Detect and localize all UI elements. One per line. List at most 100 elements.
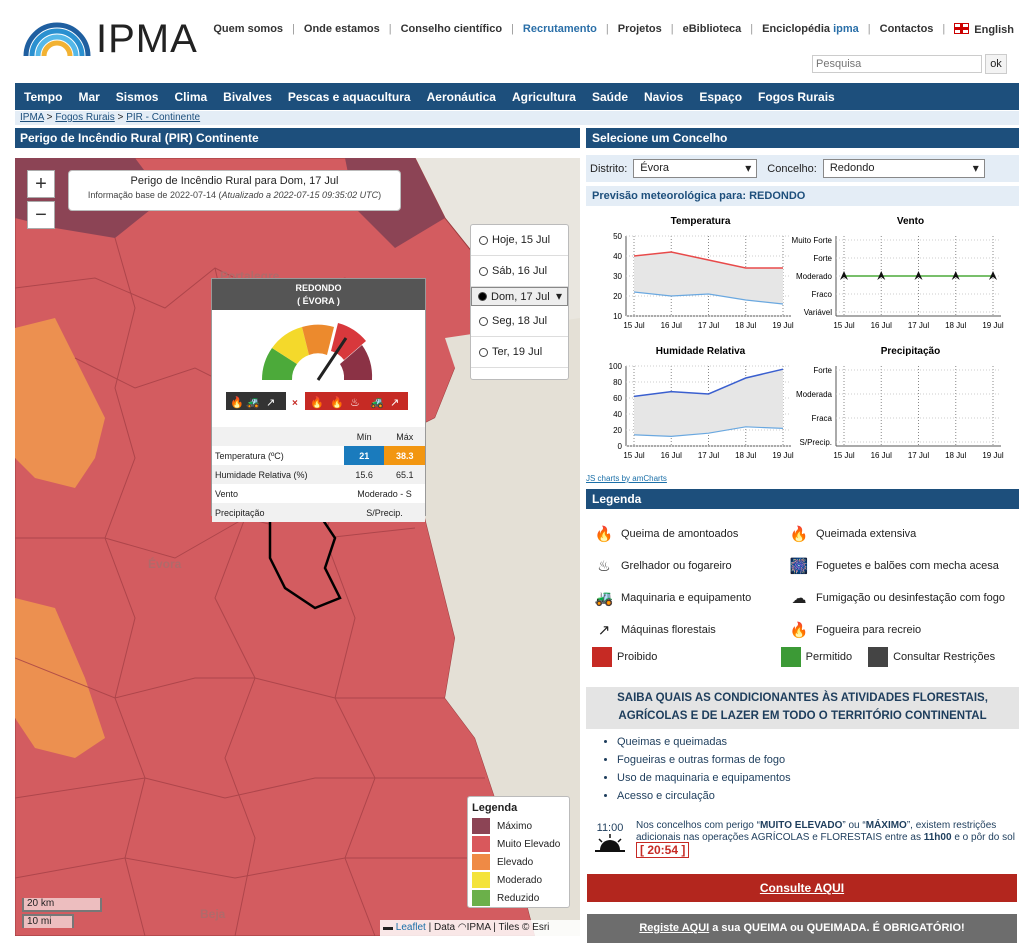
y-tick-label: 50 (613, 232, 622, 241)
y-tick-label: 80 (613, 378, 622, 387)
radio-icon[interactable] (479, 235, 488, 245)
y-tick-label: 0 (618, 442, 623, 451)
x-tick-label: 17 Jul (698, 321, 720, 330)
map-attribution: ▬ Leaflet | Data ◠IPMA | Tiles © Esri (380, 920, 580, 936)
activity-label: Queimada extensiva (816, 528, 917, 540)
legend-activity: 🔥 Fogueira para recreio (787, 614, 1017, 646)
x-tick-label: 16 Jul (871, 451, 893, 460)
fire-pile-icon: 🔥 (594, 526, 614, 543)
legend-label: Elevado (497, 856, 534, 868)
nav-mar[interactable]: Mar (78, 89, 100, 104)
nav-fogos-rurais[interactable]: Fogos Rurais (758, 89, 835, 104)
uk-flag-icon (954, 23, 970, 34)
wind-value: Moderado - S (357, 488, 412, 499)
zoom-in-button[interactable]: + (27, 170, 55, 198)
legend-label: Moderado (497, 874, 543, 886)
nav-ebiblioteca[interactable]: eBiblioteca (682, 23, 742, 35)
condition-link[interactable]: Acesso e circulação (617, 790, 791, 802)
leaflet-link[interactable]: Leaflet (395, 922, 426, 933)
legend-swatch (472, 890, 490, 906)
condition-link[interactable]: Uso de maquinaria e equipamentos (617, 772, 791, 784)
nav-english[interactable]: English (954, 23, 1014, 36)
day-option[interactable]: Ter, 19 Jul (471, 337, 568, 368)
nav-clima[interactable]: Clima (174, 89, 208, 104)
search-button[interactable]: ok (985, 54, 1007, 74)
condition-link[interactable]: Queimas e queimadas (617, 736, 791, 748)
x-tick-label: 16 Jul (661, 321, 683, 330)
distrito-select[interactable]: Évora (633, 159, 758, 178)
nav-recrutamento[interactable]: Recrutamento (522, 23, 597, 35)
scale-mi: 10 mi (22, 914, 74, 928)
consulte-aqui-button[interactable]: Consulte AQUI (587, 874, 1017, 902)
y-tick-label: Variável (804, 308, 833, 317)
radio-icon[interactable] (479, 347, 488, 357)
breadcrumb-fogos[interactable]: Fogos Rurais (55, 112, 115, 123)
radio-icon[interactable] (479, 266, 488, 276)
y-tick-label: 20 (613, 292, 622, 301)
day-option[interactable]: Seg, 18 Jul (471, 306, 568, 337)
condition-link[interactable]: Fogueiras e outras formas de fogo (617, 754, 791, 766)
nav-contactos[interactable]: Contactos (879, 23, 934, 35)
nav-conselho[interactable]: Conselho científico (400, 23, 503, 35)
nav-projetos[interactable]: Projetos (617, 23, 662, 35)
ipma-logo[interactable]: IPMA (22, 17, 197, 62)
legend-item: Elevado (472, 853, 565, 871)
zoom-out-button[interactable]: − (27, 201, 55, 229)
nav-sismos[interactable]: Sismos (115, 89, 159, 104)
nav-onde-estamos[interactable]: Onde estamos (303, 23, 380, 35)
breadcrumb-ipma[interactable]: IPMA (20, 112, 44, 123)
activity-label: Queima de amontoados (621, 528, 739, 540)
conditions-list: Queimas e queimadas Fogueiras e outras f… (603, 736, 791, 808)
day-option[interactable]: Sáb, 16 Jul (471, 256, 568, 287)
map-subtitle: Informação base de 2022-07-14 (Atualizad… (87, 190, 382, 200)
x-tick-label: 18 Jul (945, 451, 967, 460)
nav-enciclopedia[interactable]: Enciclopédia ipma (762, 23, 859, 35)
rocket-icon: 🎆 (789, 558, 809, 575)
concelho-select[interactable]: Redondo (822, 159, 985, 178)
registe-link[interactable]: Registe AQUI (639, 922, 710, 934)
svg-text:♨: ♨ (350, 396, 360, 409)
row-label: Temperatura (ºC) (215, 450, 284, 461)
legend-label: Muito Elevado (497, 838, 561, 850)
concelho-label: Concelho: (767, 162, 817, 175)
day-option[interactable]: Dom, 17 Jul (471, 287, 568, 306)
nav-saude[interactable]: Saúde (591, 89, 628, 104)
radio-icon[interactable] (478, 292, 487, 301)
nav-espaco[interactable]: Espaço (699, 89, 743, 104)
nav-agricultura[interactable]: Agricultura (511, 89, 576, 104)
nav-bivalves[interactable]: Bivalves (223, 89, 272, 104)
map-label-beja: Beja (200, 907, 226, 921)
y-tick-label: Muito Forte (792, 236, 833, 245)
amcharts-link[interactable]: JS charts by amCharts (586, 474, 667, 483)
y-tick-label: Forte (813, 366, 832, 375)
y-tick-label: 10 (613, 312, 622, 321)
activity-label: Fogueira para recreio (816, 624, 922, 636)
x-tick-label: 19 Jul (982, 451, 1004, 460)
logo-text: IPMA (96, 17, 198, 61)
nav-pescas[interactable]: Pescas e aquacultura (287, 89, 411, 104)
ipma-mini-icon: ◠ (457, 922, 467, 933)
registe-banner[interactable]: Registe AQUI a sua QUEIMA ou QUEIMADA. É… (587, 914, 1017, 943)
nav-quem-somos[interactable]: Quem somos (213, 23, 284, 35)
radio-icon[interactable] (479, 316, 488, 326)
legend-label: Máximo (497, 820, 533, 832)
forecast-charts: Temperatura 15 Jul 16 Jul 17 Jul 18 Jul 19 Ju… (609, 216, 1004, 460)
extensive-burn-icon: 🔥 (789, 526, 809, 543)
y-tick-label: Fraco (812, 290, 833, 299)
svg-text:🚜: 🚜 (246, 396, 260, 409)
nav-aeronautica[interactable]: Aeronáutica (426, 89, 496, 104)
svg-text:🔥: 🔥 (310, 396, 324, 409)
prohibited-activities-icons (305, 392, 408, 410)
breadcrumb-pir[interactable]: PIR - Continente (126, 112, 201, 123)
day-option[interactable]: Hoje, 15 Jul (471, 225, 568, 256)
status-swatch (780, 647, 801, 667)
nav-tempo[interactable]: Tempo (24, 89, 63, 104)
activity-label: Grelhador ou fogareiro (621, 560, 732, 572)
legend-item: Máximo (472, 817, 565, 835)
distrito-label: Distrito: (590, 162, 628, 175)
chart-title: Vento (897, 216, 924, 227)
search-input[interactable] (812, 55, 982, 73)
nav-navios[interactable]: Navios (644, 89, 684, 104)
y-tick-label: Fraca (812, 414, 833, 423)
svg-text:🔥: 🔥 (330, 396, 344, 409)
